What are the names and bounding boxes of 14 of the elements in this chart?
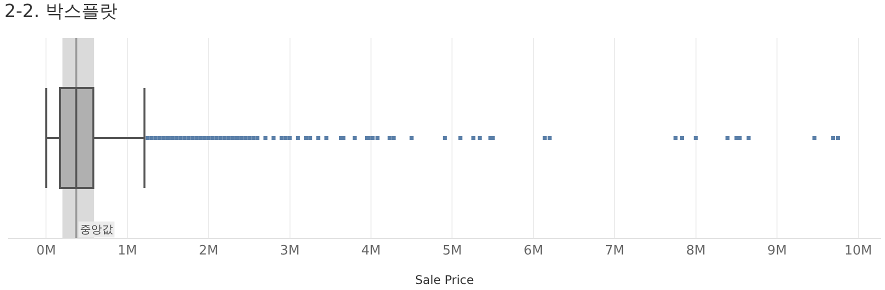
x-tick-label: 8M [686,244,706,259]
x-tick-label: 6M [524,244,544,259]
x-tick-label: 9M [767,244,787,259]
x-tick-label: 7M [604,244,624,259]
x-tick-label: 3M [280,244,300,259]
x-tick-label: 4M [361,244,381,259]
x-tick-label: 10M [844,244,872,259]
chart-title: 2-2. 박스플랏 [4,0,118,22]
x-tick-label: 0M [36,244,56,259]
x-tick-label: 5M [442,244,462,259]
ref-line-label: 중앙값 [80,223,113,236]
x-axis-title: Sale Price [415,273,474,287]
x-tick-label: 1M [118,244,138,259]
x-tick-label: 2M [198,244,218,259]
